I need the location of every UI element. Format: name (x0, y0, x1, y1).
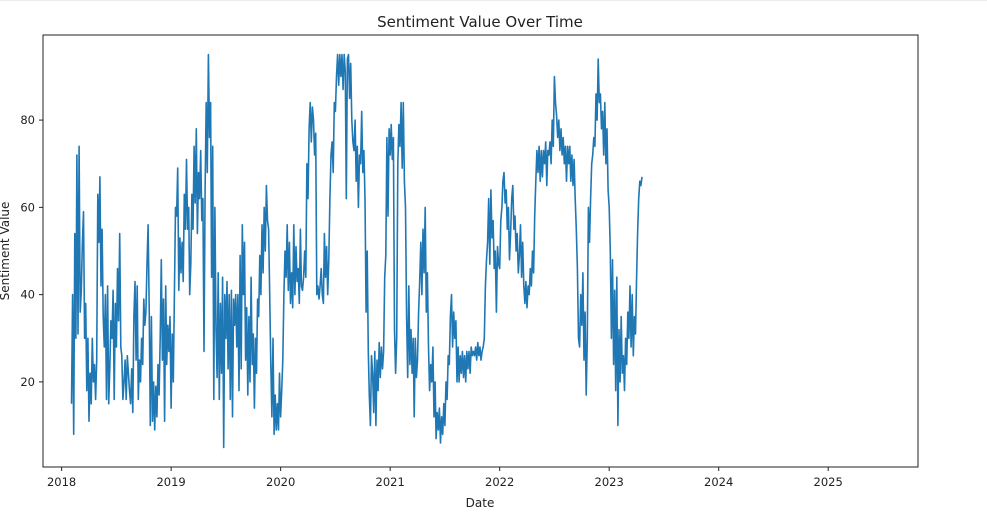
chart-title: Sentiment Value Over Time (377, 13, 583, 31)
x-tick-label: 2022 (485, 475, 514, 489)
y-axis-label: Sentiment Value (0, 202, 12, 301)
x-tick-label: 2021 (376, 475, 405, 489)
x-axis: 2018 2019 2020 2021 2022 2023 2024 2025 (47, 467, 843, 489)
x-tick-label: 2020 (266, 475, 295, 489)
plot-area-frame (42, 34, 919, 468)
x-tick-label: 2025 (814, 475, 843, 489)
x-axis-label: Date (466, 496, 495, 510)
x-tick-label: 2023 (595, 475, 624, 489)
x-tick-label: 2018 (47, 475, 76, 489)
top-border-line (0, 0, 987, 1)
y-tick-label: 20 (20, 375, 35, 389)
y-axis: 20 40 60 80 (20, 113, 43, 389)
y-tick-label: 40 (20, 288, 35, 302)
series-group (70, 53, 643, 449)
y-tick-label: 60 (20, 200, 35, 214)
x-tick-label: 2024 (704, 475, 733, 489)
y-tick-label: 80 (20, 113, 35, 127)
x-tick-label: 2019 (156, 475, 185, 489)
series-line (70, 53, 643, 449)
